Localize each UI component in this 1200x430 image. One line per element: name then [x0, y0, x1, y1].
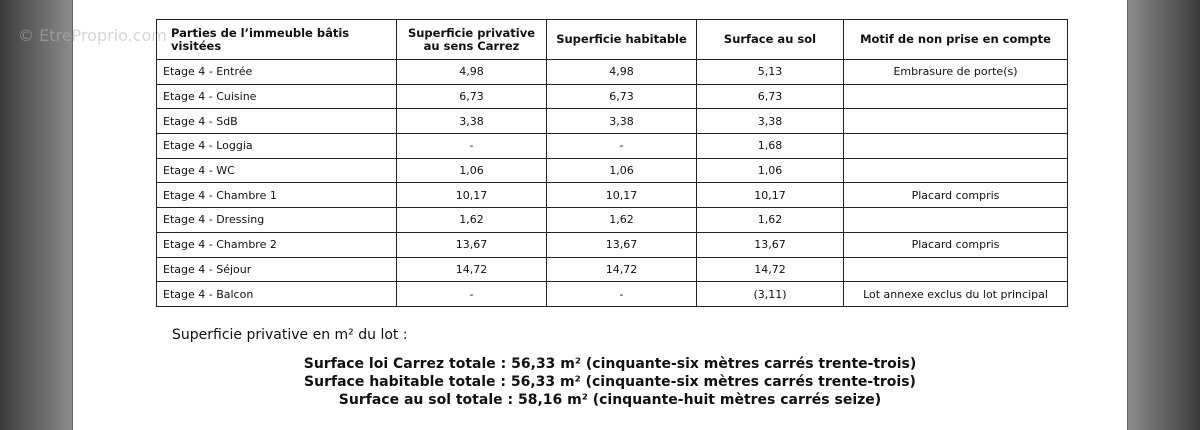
table-cell: Etage 4 - Séjour — [156, 256, 397, 283]
table-cell: 6,73 — [696, 83, 844, 110]
table-cell: Etage 4 - Dressing — [156, 207, 397, 233]
motif-cell — [843, 83, 1068, 110]
table-cell: 4,98 — [396, 59, 547, 85]
table-cell: 5,13 — [696, 59, 844, 85]
table-row: Etage 4 - Chambre 1 10,17 10,17 10,17 Placar… — [156, 182, 1068, 209]
table-cell: Etage 4 - Entrée — [156, 59, 397, 85]
table-cell: 1,06 — [696, 157, 844, 184]
table-cell: - — [546, 281, 697, 307]
total-line: Surface habitable totale : 56,33 m² (cin… — [304, 374, 916, 390]
motif-cell: Lot annexe exclus du lot principal — [843, 281, 1068, 307]
table-cell: 14,72 — [396, 256, 547, 283]
summary-totals: Surface loi Carrez totale : 56,33 m² (ci… — [200, 355, 1020, 409]
table-row: Etage 4 - WC 1,06 1,06 1,06 — [156, 157, 1068, 184]
table-cell: 4,98 — [546, 59, 697, 85]
table-row: Etage 4 - Loggia - -1,68 — [156, 133, 1068, 159]
table-cell: 3,38 — [696, 108, 844, 135]
table-body: Etage 4 - Entrée 4,98 4,98 5,13 Embrasure de… — [156, 59, 1068, 307]
header-row: Parties de l’immeuble bâtis visitées Supe… — [156, 19, 1068, 60]
table-cell: Etage 4 - SdB — [156, 108, 397, 135]
motif-cell: Embrasure de porte(s) — [843, 59, 1068, 85]
table-cell: 3,38 — [396, 108, 547, 135]
table-cell: 1,06 — [546, 157, 697, 184]
motif-cell — [843, 108, 1068, 135]
table-cell: Etage 4 - Chambre 1 — [156, 182, 397, 209]
table-row: Etage 4 - Cuisine 6,73 6,73 6,73 — [156, 83, 1068, 110]
table-cell: 1,06 — [396, 157, 547, 184]
motif-cell — [843, 207, 1068, 233]
table-cell: - — [396, 281, 547, 307]
table-row: Etage 4 - Entrée 4,98 4,98 5,13 Embrasure de… — [156, 59, 1068, 85]
table-cell: 1,68 — [696, 133, 844, 159]
table-row: Etage 4 - SdB 3,38 3,38 3,38 — [156, 108, 1068, 135]
table-cell: 14,72 — [696, 256, 844, 283]
table-cell: Etage 4 - Chambre 2 — [156, 231, 397, 258]
motif-cell: Placard compris — [843, 182, 1068, 209]
watermark: © EtreProprio.com — [18, 26, 167, 45]
table-cell: 13,67 — [696, 231, 844, 258]
header-cell: Motif de non prise en compte — [843, 19, 1068, 60]
table-cell: Etage 4 - WC — [156, 157, 397, 184]
table-row: Etage 4 - Chambre 2 13,67 13,67 13,67 Placar… — [156, 231, 1068, 258]
table-cell: 1,62 — [396, 207, 547, 233]
table-cell: 3,38 — [546, 108, 697, 135]
header-cell: Superficie habitable — [546, 19, 697, 60]
table-cell: 6,73 — [396, 83, 547, 110]
table-cell: (3,11) — [696, 281, 844, 307]
table-cell: 10,17 — [396, 182, 547, 209]
table-cell: 1,62 — [546, 207, 697, 233]
motif-cell — [843, 256, 1068, 283]
header-cell: Parties de l’immeuble bâtis visitées — [156, 19, 397, 60]
motif-cell: Placard compris — [843, 231, 1068, 258]
table-cell: 10,17 — [546, 182, 697, 209]
table-cell: 6,73 — [546, 83, 697, 110]
total-line: Surface loi Carrez totale : 56,33 m² (ci… — [303, 356, 917, 372]
table-cell: Etage 4 - Balcon — [156, 281, 397, 307]
summary-intro: Superficie privative en m² du lot : — [172, 327, 408, 343]
motif-cell — [843, 157, 1068, 184]
total-line: Surface au sol totale : 58,16 m² (cinqua… — [338, 392, 882, 408]
surface-table: Parties de l’immeuble bâtis visitées Supe… — [156, 19, 1068, 307]
table-row: Etage 4 - Balcon - - (3,11) Lot annexe exclu… — [156, 281, 1068, 307]
table-row: Etage 4 - Séjour 14,72 14,72 14,72 — [156, 256, 1068, 283]
header-cell: Superficie privative au sens Carrez — [396, 19, 547, 60]
table-cell: Etage 4 - Cuisine — [156, 83, 397, 110]
table-cell: - — [546, 133, 697, 159]
table-cell: 1,62 — [696, 207, 844, 233]
table-cell: 10,17 — [696, 182, 844, 209]
table-cell: Etage 4 - Loggia — [156, 133, 397, 159]
table-cell: 14,72 — [546, 256, 697, 283]
table-cell: 13,67 — [396, 231, 547, 258]
header-cell: Surface au sol — [696, 19, 844, 60]
motif-cell — [843, 133, 1068, 159]
table-row: Etage 4 - Dressing 1,62 1,62 1,62 — [156, 207, 1068, 233]
table-cell: 13,67 — [546, 231, 697, 258]
table-cell: - — [396, 133, 547, 159]
